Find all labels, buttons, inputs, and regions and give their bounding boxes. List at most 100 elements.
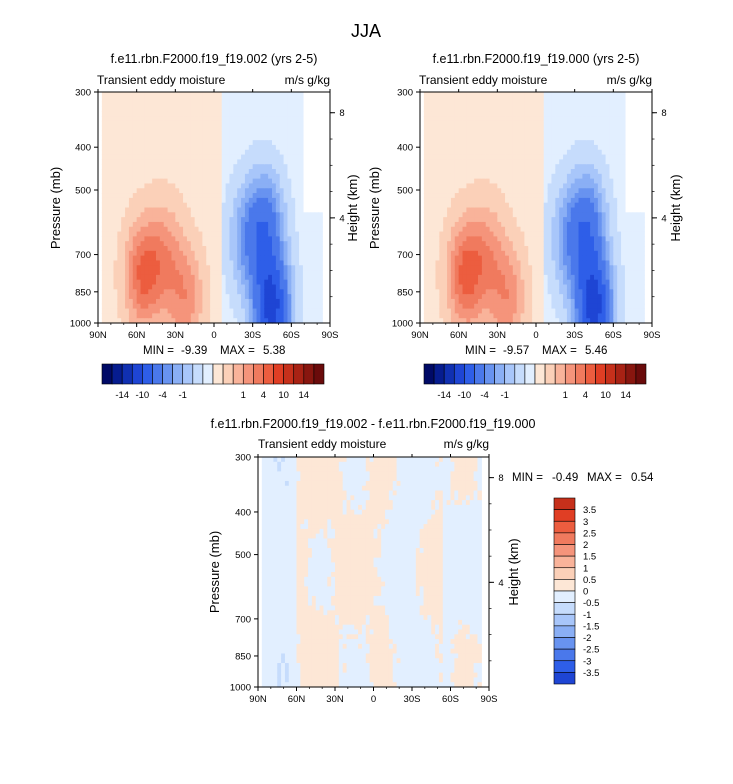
panel-right: f.e11.rbn.F2000.f19_f19.000 (yrs 2-5) Tr…: [367, 52, 683, 401]
heatmap-cell: [451, 116, 455, 121]
heatmap-cell: [439, 92, 443, 97]
heatmap-cell: [524, 260, 528, 265]
heatmap-cell: [268, 251, 272, 256]
heatmap-cell: [284, 183, 288, 188]
heatmap-cell: [459, 121, 463, 126]
heatmap-cell: [563, 265, 567, 270]
heatmap-cell: [214, 280, 218, 285]
heatmap-cell: [486, 232, 490, 237]
heatmap-cell: [432, 106, 436, 111]
heatmap-cell: [513, 251, 517, 256]
heatmap-cell: [432, 179, 436, 184]
heatmap-cell: [202, 150, 206, 155]
heatmap-cell: [474, 131, 478, 136]
heatmap-cell: [567, 92, 571, 97]
heatmap-cell: [524, 164, 528, 169]
heatmap-cell: [463, 111, 467, 116]
heatmap-cell: [291, 260, 295, 265]
heatmap-cell: [559, 135, 563, 140]
heatmap-cell: [113, 92, 117, 97]
heatmap-cell: [187, 222, 191, 227]
heatmap-cell: [571, 140, 575, 145]
heatmap-cell: [551, 256, 555, 261]
heatmap-cell: [490, 169, 494, 174]
heatmap-cell: [435, 106, 439, 111]
heatmap-cell: [245, 183, 249, 188]
heatmap-cell: [521, 97, 525, 102]
heatmap-cell: [183, 256, 187, 261]
heatmap-cell: [183, 285, 187, 290]
heatmap-cell: [551, 92, 555, 97]
heatmap-cell: [264, 164, 268, 169]
heatmap-cell: [257, 251, 261, 256]
heatmap-cell: [315, 265, 319, 270]
heatmap-cell: [187, 285, 191, 290]
heatmap-cell: [521, 164, 525, 169]
heatmap-cell: [567, 280, 571, 285]
heatmap-cell: [493, 260, 497, 265]
heatmap-cell: [470, 135, 474, 140]
heatmap-cell: [598, 102, 602, 107]
heatmap-cell: [141, 135, 145, 140]
heatmap-cell: [559, 164, 563, 169]
heatmap-cell: [237, 309, 241, 314]
heatmap-cell: [117, 203, 121, 208]
heatmap-cell: [156, 265, 160, 270]
heatmap-cell: [214, 289, 218, 294]
heatmap-cell: [195, 159, 199, 164]
heatmap-cell: [582, 241, 586, 246]
heatmap-cell: [113, 193, 117, 198]
heatmap-cell: [555, 135, 559, 140]
heatmap-cell: [218, 174, 222, 179]
heatmap-cell: [586, 246, 590, 251]
heatmap-cell: [191, 236, 195, 241]
heatmap-cell: [291, 241, 295, 246]
heatmap-cell: [598, 193, 602, 198]
heatmap-cell: [505, 164, 509, 169]
heatmap-cell: [582, 232, 586, 237]
heatmap-cell: [249, 150, 253, 155]
heatmap-cell: [303, 275, 307, 280]
heatmap-cell: [517, 174, 521, 179]
heatmap-cell: [206, 313, 210, 318]
heatmap-cell: [555, 169, 559, 174]
heatmap-cell: [257, 140, 261, 145]
heatmap-cell: [517, 275, 521, 280]
heatmap-cell: [551, 236, 555, 241]
heatmap-cell: [466, 222, 470, 227]
heatmap-cell: [110, 212, 114, 217]
heatmap-cell: [183, 188, 187, 193]
heatmap-cell: [264, 232, 268, 237]
heatmap-cell: [463, 179, 467, 184]
heatmap-cell: [544, 217, 548, 222]
heatmap-cell: [179, 212, 183, 217]
heatmap-cell: [315, 289, 319, 294]
heatmap-cell: [287, 217, 291, 222]
heatmap-cell: [268, 188, 272, 193]
heatmap-cell: [532, 313, 536, 318]
heatmap-cell: [497, 183, 501, 188]
heatmap-cell: [117, 275, 121, 280]
heatmap-cell: [141, 309, 145, 314]
heatmap-cell: [117, 188, 121, 193]
heatmap-cell: [432, 131, 436, 136]
heatmap-cell: [455, 92, 459, 97]
heatmap-cell: [276, 294, 280, 299]
heatmap-cell: [148, 169, 152, 174]
heatmap-cell: [551, 313, 555, 318]
heatmap-cell: [152, 193, 156, 198]
heatmap-cell: [575, 212, 579, 217]
heatmap-cell: [129, 280, 133, 285]
heatmap-cell: [284, 217, 288, 222]
heatmap-cell: [586, 217, 590, 222]
heatmap-cell: [548, 232, 552, 237]
heatmap-cell: [443, 313, 447, 318]
heatmap-cell: [459, 212, 463, 217]
heatmap-cell: [110, 236, 114, 241]
heatmap-cell: [199, 285, 203, 290]
heatmap-cell: [202, 309, 206, 314]
heatmap-cell: [548, 246, 552, 251]
heatmap-cell: [272, 121, 276, 126]
heatmap-cell: [451, 251, 455, 256]
heatmap-cell: [113, 217, 117, 222]
